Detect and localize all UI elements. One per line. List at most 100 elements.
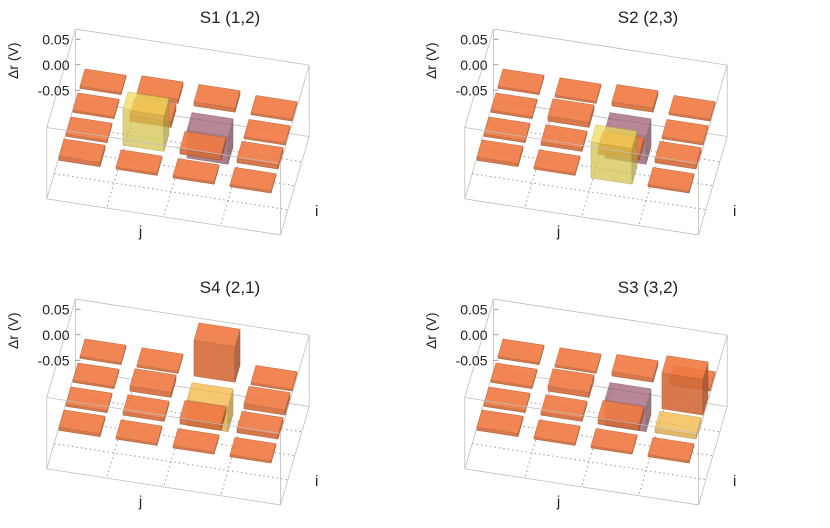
bar-i1-j1 (497, 338, 545, 365)
x-axis-label: j (556, 493, 560, 510)
bars (476, 68, 716, 194)
bar-i1-j1 (79, 68, 127, 95)
bar-i4-j4 (229, 437, 277, 464)
bar-i2-j1 (136, 347, 184, 374)
y-axis-label: i (733, 473, 736, 490)
chart-panel-3: S4 (2,1) 0.05 0.00 -0.05 Δr (V) j i (5, 278, 318, 510)
z-axis-ticks: 0.05 0.00 -0.05 (456, 31, 499, 98)
z-tick-label: 0.05 (42, 301, 69, 317)
bar-i2-j4 (533, 419, 581, 446)
bar-i3-j3 (179, 131, 227, 161)
bar-i1-j2 (72, 92, 120, 119)
box-edge-back (46, 28, 76, 128)
chart-panel-2: S2 (2,3) 0.05 0.00 -0.05 Δr (V) j i (423, 8, 736, 240)
z-tick-label: 0.05 (460, 31, 487, 47)
bar-i4-j1 (250, 365, 298, 392)
chart-title: S1 (1,2) (200, 8, 260, 27)
box-edge-front (698, 335, 728, 434)
y-axis-label: i (315, 203, 318, 220)
bar-i4-j3 (236, 410, 284, 440)
bar-i4-j2 (243, 119, 291, 146)
bar-i1-j4 (476, 139, 524, 167)
bar-i4-j4 (647, 437, 695, 464)
bar-i2-j3 (122, 394, 170, 422)
z-tick-label: 0.00 (460, 57, 487, 73)
z-axis-label: Δr (V) (423, 42, 439, 79)
z-tick-label: 0.00 (42, 327, 69, 343)
box-edge-front (280, 65, 310, 164)
bar-i2-j3 (540, 124, 588, 152)
box-edge-front (464, 468, 699, 506)
z-tick-label: 0.05 (42, 31, 69, 47)
bar-i3-j4 (172, 428, 220, 455)
bar-i3-j3 (597, 400, 645, 431)
box-edge-front (280, 406, 310, 506)
box-edge-back (75, 298, 310, 336)
bar-i4-j2 (661, 355, 709, 416)
bar-i1-j1 (497, 68, 545, 95)
bar-i1-j3 (483, 116, 531, 143)
z-axis-label: Δr (V) (5, 312, 21, 349)
bar-i1-j2 (490, 362, 538, 389)
box-edge-front (698, 406, 728, 506)
bar-i3-j1 (193, 322, 241, 383)
box-edge-front (46, 397, 281, 434)
bar-i4-j2 (243, 385, 291, 416)
bar-i2-j4 (115, 149, 163, 176)
bar-i4-j1 (668, 95, 716, 122)
bars (476, 338, 716, 464)
bar-i3-j1 (193, 84, 241, 113)
bar-i2-j2 (547, 98, 595, 128)
x-axis-label: j (556, 223, 560, 240)
chart-title: S3 (3,2) (618, 278, 678, 297)
bar-i4-j3 (654, 140, 702, 170)
z-tick-label: -0.05 (38, 82, 70, 98)
bar-i4-j4 (647, 167, 695, 194)
box-edge-back (464, 298, 494, 398)
bar-i1-j4 (476, 409, 524, 437)
bar-i1-j3 (65, 116, 113, 143)
z-tick-label: 0.00 (460, 327, 487, 343)
bar-i2-j4 (533, 149, 581, 176)
box-edge-front (46, 468, 281, 506)
z-tick-label: 0.00 (42, 57, 69, 73)
z-tick-label: -0.05 (38, 352, 70, 368)
bar-i4-j1 (250, 95, 298, 122)
z-tick-label: -0.05 (456, 352, 488, 368)
bar-i4-j2 (661, 119, 709, 146)
z-axis-label: Δr (V) (423, 312, 439, 349)
z-axis-ticks: 0.05 0.00 -0.05 (38, 31, 81, 98)
box-edge-front (698, 65, 728, 164)
z-tick-label: 0.05 (460, 301, 487, 317)
bar-i1-j4 (58, 409, 106, 437)
bars (58, 68, 298, 194)
bar-i3-j4 (172, 158, 220, 185)
box-edge-back (46, 298, 76, 398)
box-edge-front (46, 198, 281, 236)
chart-panel-4: S3 (3,2) 0.05 0.00 -0.05 Δr (V) j i (423, 278, 736, 510)
box-edge-front (46, 127, 281, 164)
box-edge-back (493, 28, 728, 66)
bar-i2-j4 (115, 419, 163, 446)
x-axis-label: j (138, 493, 142, 510)
bar-i4-j3 (654, 410, 702, 440)
bar-i1-j2 (490, 92, 538, 119)
chart-panel-1: S1 (1,2) 0.05 0.00 -0.05 Δr (V) j i (5, 8, 318, 240)
bar-i2-j2 (547, 368, 595, 398)
bar-i1-j2 (72, 362, 120, 389)
chart-title: S4 (2,1) (200, 278, 260, 297)
z-axis-ticks: 0.05 0.00 -0.05 (38, 301, 81, 368)
z-axis-label: Δr (V) (5, 42, 21, 79)
box-edge-front (698, 136, 728, 236)
box-edge-back (464, 28, 494, 128)
bar-i4-j3 (236, 140, 284, 170)
z-tick-label: -0.05 (456, 82, 488, 98)
bar-i2-j1 (554, 347, 602, 374)
bar-i1-j1 (79, 338, 127, 365)
bars (58, 322, 298, 464)
bar-i1-j3 (483, 386, 531, 413)
bar-i2-j3 (540, 394, 588, 422)
bar-i2-j1 (554, 77, 602, 104)
box-edge-front (464, 397, 699, 434)
